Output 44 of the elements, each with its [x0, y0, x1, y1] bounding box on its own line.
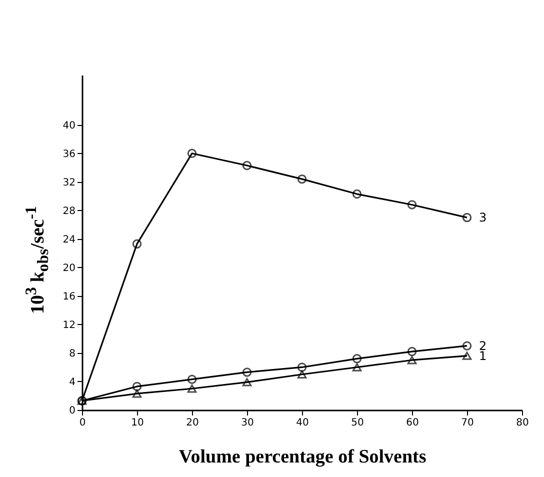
point	[297, 370, 307, 378]
x-tick-label: 50	[351, 418, 364, 428]
y-tick-label: 28	[62, 206, 76, 217]
point	[297, 174, 307, 184]
point	[462, 352, 472, 360]
x-tick-label: 60	[406, 418, 419, 428]
point	[132, 382, 142, 392]
y-tick-label: 12	[62, 320, 76, 331]
x-tick-label: 0	[79, 418, 86, 428]
y-tick-label: 20	[62, 262, 76, 274]
point	[462, 212, 472, 222]
y-tick-label: 32	[62, 177, 76, 188]
y-tick-label: 0	[69, 406, 76, 416]
point	[297, 362, 307, 372]
x-tick-label: 20	[186, 418, 199, 428]
point	[242, 368, 252, 377]
y-tick-label: 8	[69, 348, 76, 360]
x-tick-label: 40	[296, 418, 309, 428]
x-tick-label: 80	[516, 418, 529, 428]
point	[352, 354, 362, 364]
point	[187, 374, 197, 384]
y-tick-label: 24	[62, 234, 76, 246]
y-tick-label: 40	[62, 120, 76, 132]
point	[462, 341, 472, 350]
point	[407, 346, 417, 356]
x-tick-label: 70	[461, 418, 474, 428]
y-tick-label: 36	[62, 148, 76, 160]
point	[132, 239, 142, 249]
series-label: 1	[479, 348, 487, 363]
x-axis-title: Volume percentage of Solvents	[178, 446, 426, 468]
point	[407, 200, 417, 210]
point	[352, 363, 362, 372]
point	[242, 378, 252, 386]
series-label: 3	[479, 210, 487, 225]
x-tick-label: 10	[131, 418, 144, 428]
y-tick-label: 4	[69, 376, 76, 388]
point	[242, 160, 252, 170]
x-tick-label: 30	[241, 418, 254, 428]
point	[187, 148, 197, 158]
point	[132, 390, 142, 398]
y-tick-label: 16	[62, 291, 76, 302]
point	[187, 384, 197, 393]
point	[407, 356, 417, 364]
point	[352, 189, 362, 199]
